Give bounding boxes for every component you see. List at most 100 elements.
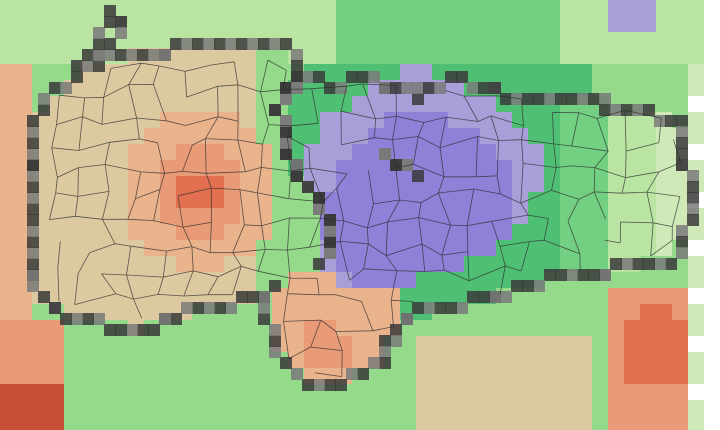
region-outline-block [302, 379, 314, 391]
raster-cell [368, 96, 384, 112]
raster-cell [224, 80, 240, 96]
raster-cell [288, 240, 304, 256]
raster-cell [688, 320, 704, 336]
raster-cell [672, 96, 688, 112]
raster-cell [144, 416, 160, 430]
raster-cell [128, 192, 144, 208]
raster-cell [592, 128, 608, 144]
raster-cell [368, 304, 384, 320]
raster-cell [160, 400, 176, 416]
raster-cell [224, 16, 240, 32]
region-outline-block [588, 269, 600, 281]
raster-cell [128, 128, 144, 144]
raster-cell [304, 400, 320, 416]
raster-cell [640, 240, 656, 256]
raster-cell [624, 160, 640, 176]
raster-cell [64, 32, 80, 48]
raster-cell [608, 0, 624, 16]
raster-cell [688, 304, 704, 320]
raster-cell [480, 256, 496, 272]
region-outline-block [192, 302, 204, 314]
region-outline-block [27, 148, 39, 160]
raster-cell [336, 304, 352, 320]
raster-cell [64, 176, 80, 192]
region-divider-block [82, 49, 94, 61]
region-outline-block [170, 313, 182, 325]
region-outline [27, 5, 699, 391]
region-outline-block [588, 93, 600, 105]
raster-cell [352, 96, 368, 112]
raster-cell [704, 80, 720, 96]
raster-cell [608, 48, 624, 64]
raster-cell [448, 176, 464, 192]
raster-cell [704, 96, 720, 112]
raster-cell [64, 96, 80, 112]
region-outline-block [27, 214, 39, 226]
raster-cell [672, 320, 688, 336]
raster-cell [672, 16, 688, 32]
raster-cell [656, 304, 672, 320]
raster-cell [208, 352, 224, 368]
raster-cell [160, 128, 176, 144]
raster-cell [0, 192, 16, 208]
raster-cell [672, 32, 688, 48]
raster-cell [320, 160, 336, 176]
raster-cell [80, 288, 96, 304]
raster-cell [176, 64, 192, 80]
raster-cell [448, 80, 464, 96]
raster-cell [128, 0, 144, 16]
raster-cell [192, 48, 208, 64]
raster-cell [0, 176, 16, 192]
region-outline-block [676, 247, 688, 259]
raster-cell [656, 240, 672, 256]
raster-cell [592, 32, 608, 48]
raster-cell [224, 240, 240, 256]
raster-cell [432, 272, 448, 288]
raster-cell [160, 352, 176, 368]
raster-cell [528, 176, 544, 192]
raster-cell [368, 240, 384, 256]
raster-cell [672, 176, 688, 192]
raster-cell [48, 192, 64, 208]
raster-cell [432, 224, 448, 240]
raster-cell [208, 288, 224, 304]
raster-cell [80, 240, 96, 256]
raster-cell [528, 192, 544, 208]
raster-cell [272, 208, 288, 224]
region-outline-block [357, 368, 369, 380]
raster-cell [640, 336, 656, 352]
raster-cell [640, 80, 656, 96]
raster-cell [304, 304, 320, 320]
raster-cell [240, 0, 256, 16]
raster-cell [560, 0, 576, 16]
raster-cell [176, 416, 192, 430]
raster-cell [592, 368, 608, 384]
raster-cell [480, 128, 496, 144]
raster-cell [272, 368, 288, 384]
raster-cell [16, 368, 32, 384]
raster-cell [16, 16, 32, 32]
raster-cell [592, 224, 608, 240]
raster-cell [384, 64, 400, 80]
raster-cell [480, 176, 496, 192]
region-outline-block [511, 280, 523, 292]
raster-cell [368, 224, 384, 240]
raster-cell [448, 208, 464, 224]
raster-cell [384, 176, 400, 192]
raster-cell [704, 384, 720, 400]
raster-cell [464, 352, 480, 368]
raster-cell [240, 48, 256, 64]
raster-cell [480, 384, 496, 400]
region-outline-block [27, 269, 39, 281]
raster-cell [608, 64, 624, 80]
raster-cell [400, 224, 416, 240]
raster-cell [256, 416, 272, 430]
raster-cell [416, 224, 432, 240]
raster-cell [496, 208, 512, 224]
raster-cell [640, 144, 656, 160]
raster-cell [64, 288, 80, 304]
raster-cell [160, 336, 176, 352]
region-outline-block [236, 38, 248, 50]
raster-cell [544, 336, 560, 352]
raster-cell [592, 416, 608, 430]
